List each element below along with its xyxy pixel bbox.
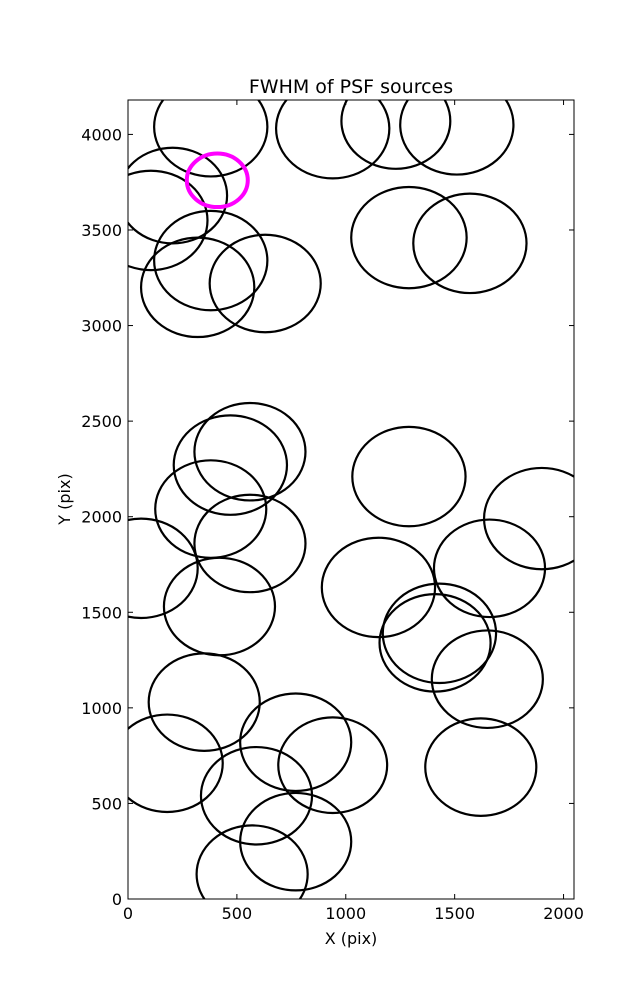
psf-source-circle-28 bbox=[239, 692, 353, 793]
y-tick-label-0: 0 bbox=[112, 890, 122, 909]
x-tick-label-1500: 1500 bbox=[434, 904, 475, 923]
highlighted-psf-source-circle bbox=[184, 151, 250, 210]
psf-source-circle-14 bbox=[172, 414, 289, 516]
psf-source-circle-16 bbox=[193, 493, 307, 594]
psf-source-circle-12 bbox=[128, 517, 199, 620]
y-tick-label-2500: 2500 bbox=[81, 412, 122, 431]
x-axis-label: X (pix) bbox=[325, 929, 378, 948]
y-axis-label: Y (pix) bbox=[55, 473, 74, 525]
x-tick-label-0: 0 bbox=[123, 904, 133, 923]
psf-source-circle-2 bbox=[275, 100, 391, 180]
psf-source-circle-11 bbox=[412, 192, 528, 295]
psf-source-circle-24 bbox=[430, 629, 544, 730]
y-tick-label-1000: 1000 bbox=[81, 699, 122, 718]
axis-ticks: 0 500 1000 1500 2000 0 500 1000 1500 2000 2500 3000… bbox=[81, 100, 584, 923]
psf-source-circle-25 bbox=[424, 717, 538, 817]
chart-title: FWHM of PSF sources bbox=[249, 76, 453, 98]
psf-source-circle-3 bbox=[340, 100, 452, 170]
y-tick-label-3500: 3500 bbox=[81, 221, 122, 240]
psf-source-circle-6 bbox=[128, 169, 209, 272]
psf-source-circle-10 bbox=[350, 185, 468, 290]
psf-source-circle-9 bbox=[208, 233, 322, 334]
x-tick-label-2000: 2000 bbox=[543, 904, 584, 923]
psf-source-circle-1 bbox=[153, 100, 269, 178]
psf-source-circle-18 bbox=[351, 425, 467, 528]
psf-source-circle-31 bbox=[239, 791, 353, 892]
psf-source-circle-26 bbox=[147, 652, 261, 752]
y-tick-label-1500: 1500 bbox=[81, 603, 122, 622]
psf-source-circle-8 bbox=[139, 236, 256, 339]
psf-source-circle-20 bbox=[381, 582, 498, 685]
psf-source-circle-4 bbox=[399, 100, 515, 176]
psf-source-circle-32 bbox=[195, 824, 309, 899]
y-tick-label-3000: 3000 bbox=[81, 317, 122, 336]
psf-source-circle-27 bbox=[128, 713, 224, 814]
plot-frame bbox=[127, 99, 575, 900]
y-tick-label-2000: 2000 bbox=[81, 508, 122, 527]
psf-source-circle-21 bbox=[378, 593, 492, 693]
psf-source-circle-15 bbox=[193, 401, 307, 502]
psf-source-circle-7 bbox=[153, 209, 269, 312]
y-tick-label-4000: 4000 bbox=[81, 125, 122, 144]
scatter-points bbox=[128, 100, 574, 899]
x-tick-label-500: 500 bbox=[222, 904, 253, 923]
psf-source-circle-29 bbox=[277, 716, 389, 815]
psf-source-circle-19 bbox=[320, 536, 437, 639]
x-tick-label-1000: 1000 bbox=[325, 904, 366, 923]
y-tick-label-500: 500 bbox=[91, 794, 122, 813]
psf-source-circle-23 bbox=[482, 466, 574, 571]
